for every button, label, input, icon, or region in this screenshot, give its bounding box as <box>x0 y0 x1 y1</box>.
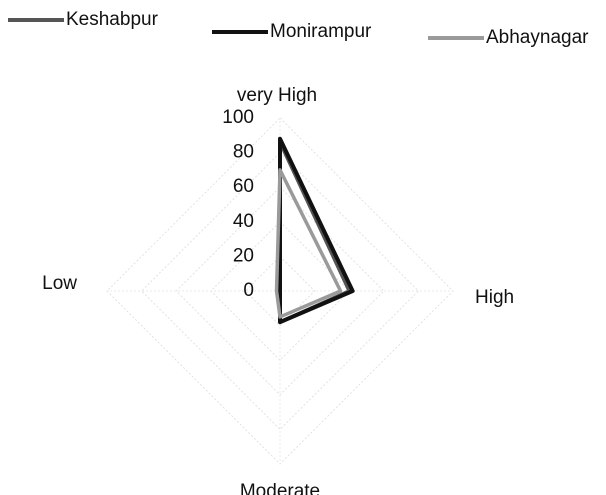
series-line <box>278 136 355 325</box>
series-line <box>274 168 343 319</box>
axis-label: High <box>475 287 514 308</box>
legend-label: Abhaynagar <box>486 27 589 48</box>
grid-ring <box>244 255 316 327</box>
r-tick-label: 40 <box>233 211 254 232</box>
r-tick-label: 0 <box>243 280 254 301</box>
axis-label: Low <box>42 273 77 294</box>
legend-label: Keshabpur <box>66 9 159 30</box>
axis-label: Moderate <box>240 481 320 495</box>
grid-ring <box>210 221 350 361</box>
r-tick-label: 80 <box>233 142 254 163</box>
grid-ring <box>140 151 420 431</box>
r-tick-label: 20 <box>233 245 254 266</box>
r-tick-label: 100 <box>222 107 254 128</box>
axis-label: very High <box>237 85 317 106</box>
r-tick-label: 60 <box>233 176 254 197</box>
grid-ring <box>175 186 385 396</box>
legend-label: Monirampur <box>270 21 372 42</box>
